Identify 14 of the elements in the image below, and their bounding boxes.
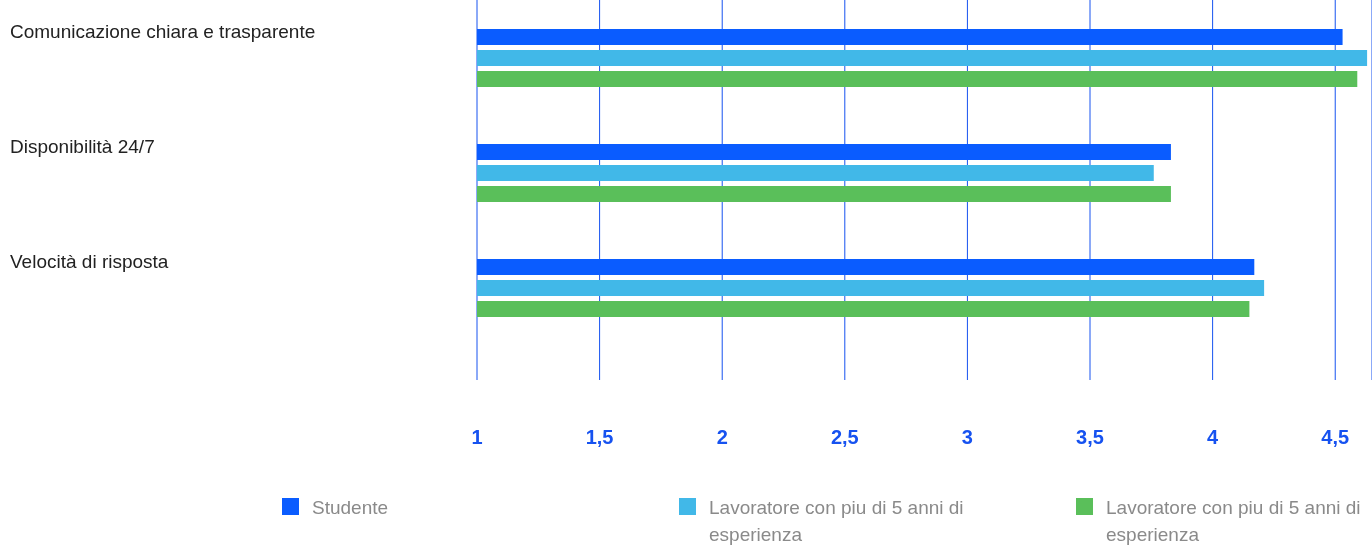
legend-label: Lavoratore con piu di 5 anni di esperienza bbox=[709, 496, 965, 545]
x-tick-label: 2 bbox=[716, 426, 728, 449]
x-tick-label: 4,5 bbox=[1321, 426, 1350, 449]
x-tick-label: 1 bbox=[471, 426, 483, 449]
x-tick-label: 4 bbox=[1207, 426, 1220, 449]
legend-label: Lavoratore con piu di 5 anni di esperienza bbox=[1106, 496, 1362, 545]
y-tick-label: Disponibilità 24/7 bbox=[10, 135, 155, 157]
x-tick-label: 2,5 bbox=[830, 426, 859, 449]
x-tick-label: 3,5 bbox=[1076, 426, 1104, 449]
x-tick-label: 1,5 bbox=[585, 426, 614, 449]
y-tick-label: Velocità di risposta bbox=[10, 250, 169, 272]
y-tick-label: Comunicazione chiara e trasparente bbox=[10, 20, 316, 42]
x-tick-label: 3 bbox=[961, 426, 973, 449]
legend-label: Studente bbox=[312, 496, 390, 520]
